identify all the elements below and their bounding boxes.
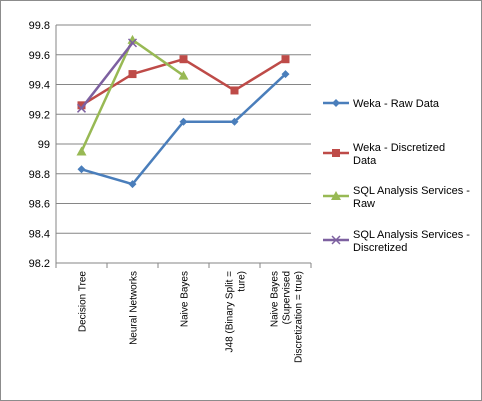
legend-label: SQL Analysis Services - xyxy=(353,229,470,241)
plot-area: 98.2 98.4 98.6 98.8 99 99.2 99.4 99.6 99.8 Decisi… xyxy=(29,20,312,363)
marker-stroke xyxy=(331,235,341,245)
data-point xyxy=(230,117,239,126)
data-point xyxy=(76,103,87,113)
data-point xyxy=(128,70,137,79)
y-tick-label: 99 xyxy=(38,139,50,151)
data-point xyxy=(179,117,188,126)
x-tick-label: Naive Bayes xyxy=(270,271,281,327)
legend-label: Weka - Discretized xyxy=(353,142,445,154)
data-point xyxy=(281,55,290,64)
series-2 xyxy=(77,55,290,110)
data-point xyxy=(179,55,188,64)
series-4 xyxy=(76,38,138,113)
legend-entry-1: Weka - Raw Data xyxy=(323,98,440,110)
legend-label: SQL Analysis Services - xyxy=(353,185,470,197)
legend-entry-3: SQL Analysis Services -Raw xyxy=(323,185,470,210)
data-point xyxy=(76,146,87,156)
data-point xyxy=(127,34,138,44)
y-tick-label: 98.2 xyxy=(29,258,50,270)
marker-stroke xyxy=(76,103,87,113)
legend-marker xyxy=(331,235,341,245)
x-tick-label: Discretization = true) xyxy=(294,271,305,363)
legend-entry-4: SQL Analysis Services -Discretized xyxy=(323,229,470,254)
x-tick-label: Neural Networks xyxy=(129,271,140,345)
data-point xyxy=(281,70,290,79)
x-tick-label: ture) xyxy=(237,271,248,292)
y-tick-label: 98.8 xyxy=(29,169,50,181)
y-tick-label: 98.4 xyxy=(29,228,50,240)
y-tick-label: 99.6 xyxy=(29,50,50,62)
x-tick-label: Decision Tree xyxy=(78,271,89,333)
series-3 xyxy=(76,34,189,156)
series-line xyxy=(80,42,134,110)
legend-label: Weka - Raw Data xyxy=(353,98,440,110)
legend-marker xyxy=(332,99,340,107)
data-point xyxy=(178,70,189,80)
data-point xyxy=(230,86,239,95)
series-1 xyxy=(77,70,290,189)
data-point xyxy=(77,101,86,110)
legend-label: Discretized xyxy=(353,242,407,254)
legend-marker xyxy=(331,191,341,200)
legend-label: Raw xyxy=(353,198,375,210)
marker-stroke xyxy=(127,38,138,48)
y-tick-label: 99.2 xyxy=(29,109,50,121)
data-point xyxy=(77,165,86,174)
y-tick-label: 98.6 xyxy=(29,199,50,211)
x-tick-label: (Supervised xyxy=(282,271,293,324)
data-point xyxy=(127,38,138,48)
y-tick-label: 99.4 xyxy=(29,80,50,92)
y-tick-label: 99.8 xyxy=(29,20,50,32)
x-tick-label: J48 (Binary Split = xyxy=(225,271,236,353)
legend-marker xyxy=(332,149,340,157)
series-line xyxy=(81,73,287,186)
data-point xyxy=(128,180,137,189)
legend-label: Data xyxy=(353,155,377,167)
x-tick-label: Naive Bayes xyxy=(180,271,191,327)
